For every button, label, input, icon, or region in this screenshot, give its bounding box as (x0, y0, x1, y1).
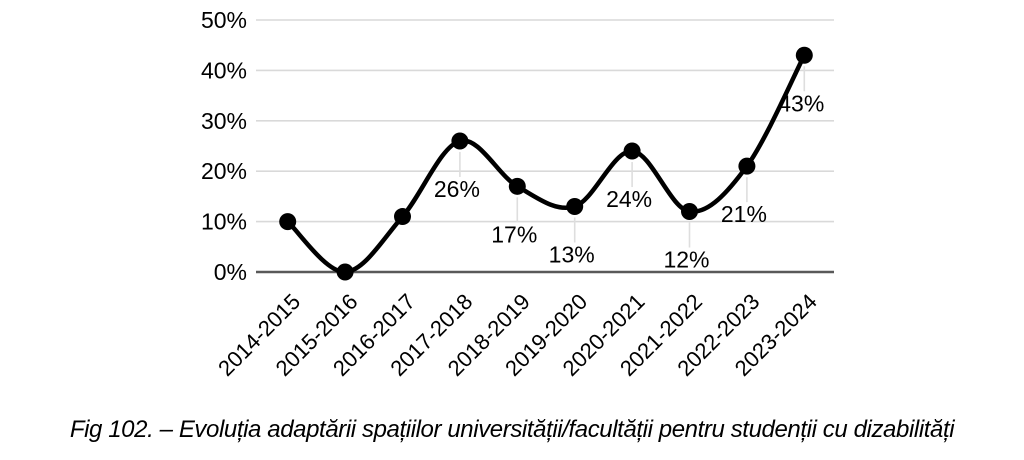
data-point (394, 208, 411, 226)
data-point (336, 263, 354, 281)
data-label: 12% (663, 247, 709, 273)
data-point (623, 142, 641, 160)
data-point (681, 203, 698, 221)
y-tick-label: 30% (201, 108, 247, 134)
y-tick-label: 50% (201, 7, 247, 33)
data-label: 17% (491, 221, 537, 247)
data-label: 13% (549, 241, 595, 267)
data-label: 43% (778, 90, 824, 116)
data-point (566, 197, 584, 215)
data-point (451, 132, 469, 150)
chart-line (285, 53, 807, 275)
data-point (508, 177, 526, 195)
data-point (795, 46, 813, 64)
y-tick-label: 20% (201, 158, 247, 184)
figure-caption: Fig 102. – Evoluția adaptării spațiilor … (69, 416, 955, 443)
data-point (279, 213, 297, 231)
data-label: 26% (434, 176, 480, 202)
data-label: 21% (721, 201, 767, 227)
y-tick-label: 10% (201, 209, 247, 235)
data-point (738, 157, 756, 175)
y-tick-label: 0% (214, 259, 247, 285)
data-label: 24% (606, 186, 652, 212)
line-chart: 0%10%20%30%40%50%2014-20152015-20162016-… (201, 7, 834, 381)
y-tick-label: 40% (201, 57, 247, 83)
